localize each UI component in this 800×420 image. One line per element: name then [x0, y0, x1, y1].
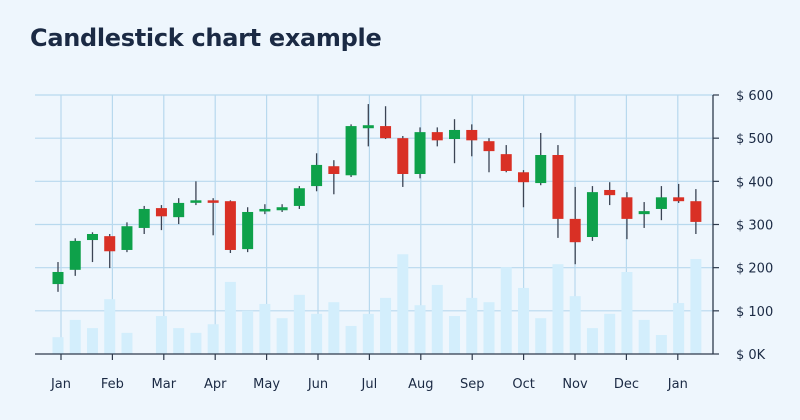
candle-down	[466, 129, 478, 141]
volume-bar	[190, 332, 202, 354]
volume-bar	[276, 318, 288, 354]
volume-bar	[104, 299, 116, 354]
candle-up	[345, 126, 357, 176]
volume-bar	[517, 287, 529, 354]
candle-down	[673, 197, 685, 202]
x-tick-label: Feb	[101, 377, 124, 392]
chart-title: Candlestick chart example	[30, 24, 382, 52]
volume-bar	[431, 284, 443, 354]
y-tick-label: $ 300	[736, 219, 773, 234]
volume-bar	[690, 259, 702, 354]
volume-bar	[242, 310, 254, 354]
candle-down	[155, 208, 167, 217]
volume-bar	[466, 297, 478, 354]
candle-down	[604, 189, 616, 196]
candle-up	[242, 211, 254, 250]
volume-bar	[345, 325, 357, 354]
x-tick-label: Aug	[408, 377, 433, 392]
volume-bar	[449, 316, 461, 354]
volume-bar	[569, 296, 581, 354]
x-tick-label: Sep	[460, 377, 485, 392]
x-tick-label: Jun	[307, 377, 328, 392]
candle-down	[500, 154, 512, 171]
y-tick-label: $ 100	[736, 305, 773, 320]
candle-up	[414, 132, 426, 174]
y-tick-label: $ 500	[736, 132, 773, 147]
candle-up	[138, 208, 150, 228]
candle-up	[276, 207, 288, 211]
volume-bar	[604, 313, 616, 354]
volume-bar	[552, 264, 564, 354]
candle-up	[259, 208, 271, 212]
volume-bar	[259, 303, 271, 354]
x-tick-label: Jul	[361, 377, 378, 392]
x-tick-label: Mar	[152, 377, 177, 392]
candle-up	[121, 226, 133, 250]
candle-up	[52, 271, 64, 285]
candle-down	[397, 138, 409, 174]
candle-up	[655, 197, 667, 209]
candle-up	[535, 155, 547, 184]
candle-up	[586, 192, 598, 238]
volume-bar	[52, 337, 64, 354]
y-tick-label: $ 400	[736, 175, 773, 190]
candle-down	[328, 166, 340, 174]
x-tick-label: Oct	[512, 377, 534, 392]
candle-up	[311, 164, 323, 187]
candle-down	[104, 236, 116, 252]
volume-bar	[535, 318, 547, 354]
y-tick-label: $ 0K	[736, 348, 766, 363]
candle-up	[362, 125, 374, 129]
candle-up	[69, 240, 81, 270]
x-tick-label: Jan	[50, 377, 71, 392]
candle-up	[293, 188, 305, 206]
volume-bar	[121, 332, 133, 354]
volume-bar	[483, 302, 495, 354]
volume-bar	[155, 316, 167, 354]
volume-bar	[500, 267, 512, 354]
candle-up	[173, 202, 185, 218]
candle-up	[190, 200, 202, 203]
y-tick-label: $ 200	[736, 262, 773, 277]
volume-bar	[69, 319, 81, 354]
volume-bar	[311, 313, 323, 354]
volume-bar	[362, 313, 374, 354]
candle-up	[449, 129, 461, 140]
candle-down	[552, 155, 564, 219]
volume-bar	[397, 254, 409, 354]
volume-bar	[621, 271, 633, 354]
volume-bar	[86, 328, 98, 354]
volume-bar	[328, 302, 340, 354]
candle-down	[207, 200, 219, 203]
x-tick-label: May	[253, 377, 280, 392]
x-tick-label: Dec	[614, 377, 639, 392]
x-tick-label: Jan	[667, 377, 688, 392]
candle-down	[483, 141, 495, 152]
candle-down	[380, 126, 392, 139]
candle-down	[621, 197, 633, 219]
candle-up	[638, 211, 650, 215]
volume-bar	[380, 297, 392, 354]
volume-bar	[207, 324, 219, 354]
volume-bar	[655, 335, 667, 354]
candle-up	[86, 233, 98, 241]
candle-down	[569, 218, 581, 243]
y-tick-label: $ 600	[736, 89, 773, 104]
candle-down	[224, 201, 236, 250]
candle-down	[690, 201, 702, 222]
x-tick-label: Apr	[204, 377, 227, 392]
candle-down	[517, 172, 529, 183]
volume-bar	[224, 281, 236, 354]
volume-bar	[293, 294, 305, 354]
volume-bar	[173, 328, 185, 354]
volume-bar	[414, 305, 426, 354]
volume-bar	[638, 319, 650, 354]
volume-bar	[673, 303, 685, 354]
x-tick-label: Nov	[562, 377, 588, 392]
volume-bar	[586, 328, 598, 354]
candle-down	[431, 132, 443, 141]
